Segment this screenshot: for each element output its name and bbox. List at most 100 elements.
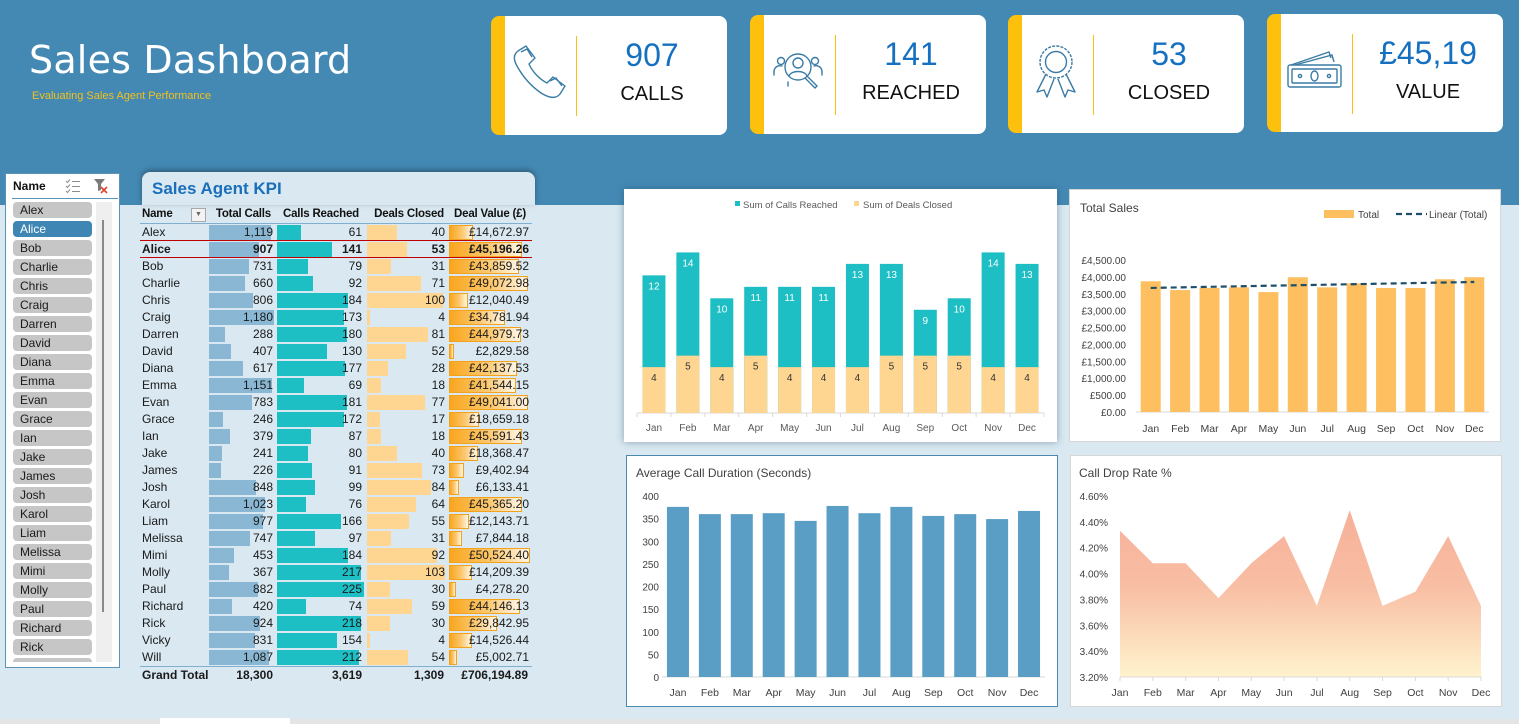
slicer-item[interactable]: Craig [13,297,92,313]
slicer-item[interactable]: Alex [13,202,92,218]
total-calls-cell: 660 [209,275,274,292]
slicer-item[interactable]: Chris [13,278,92,294]
slicer-scroll-thumb[interactable] [102,220,104,612]
total-calls-data-bar [209,412,223,427]
card-divider [1093,35,1094,115]
table-row[interactable]: Alex 1,119 61 40 £14,672.97 [140,224,532,241]
slicer-item[interactable]: Richard [13,620,92,636]
slicer-item[interactable]: David [13,335,92,351]
sheet-tab-active[interactable] [160,718,290,724]
x-tick-label: Jan [1142,423,1159,435]
column-header-name: Name [142,208,173,220]
table-row[interactable]: Rick 924 218 30 £29,842.95 [140,615,532,632]
data-label: 4 [787,373,793,384]
table-row[interactable]: Evan 783 181 77 £49,041.00 [140,394,532,411]
agent-name-cell: Chris [142,293,171,307]
calls-vs-deals-chart[interactable]: Sum of Calls Reached Sum of Deals Closed 1… [624,189,1057,442]
table-row[interactable]: Chris 806 184 100 £12,040.49 [140,292,532,309]
slicer-item[interactable]: Rick [13,639,92,655]
table-row[interactable]: Will 1,087 212 54 £5,002.71 [140,649,532,666]
agent-name-cell: Melissa [142,531,183,545]
total-calls-cell: 907 [209,241,274,258]
table-row[interactable]: Josh 848 99 84 £6,133.41 [140,479,532,496]
name-filter-dropdown[interactable]: ▼ [191,208,206,222]
multi-select-icon[interactable] [65,178,81,194]
slicer-item[interactable]: Emma [13,373,92,389]
slicer-item[interactable]: Darren [13,316,92,332]
calls-reached-value: 217 [341,565,362,579]
slicer-scrollbar[interactable] [96,202,112,662]
kpi-value-value: £45,19 [1379,35,1477,71]
table-row[interactable]: Paul 882 225 30 £4,278.20 [140,581,532,598]
data-label: 5 [889,362,895,373]
table-row[interactable]: Jake 241 80 40 £18,368.47 [140,445,532,462]
agent-name-cell: Evan [142,395,170,409]
calls-reached-value: 79 [348,259,362,273]
table-row[interactable]: James 226 91 73 £9,402.94 [140,462,532,479]
slicer-item[interactable]: Charlie [13,259,92,275]
slicer-item[interactable]: Liam [13,525,92,541]
call-drop-rate-chart[interactable]: Call Drop Rate % 3.20% 3.40% 3.60% 3.80% 4.00… [1070,455,1502,707]
x-tick-label: Sep [916,423,934,434]
table-row[interactable]: Charlie 660 92 71 £49,072.98 [140,275,532,292]
table-row[interactable]: Mimi 453 184 92 £50,524.40 [140,547,532,564]
total-calls-cell: 882 [209,581,274,598]
deal-value-cell: £41,544.15 [449,377,531,394]
table-row[interactable]: Melissa 747 97 31 £7,844.18 [140,530,532,547]
deals-closed-data-bar [367,582,390,597]
table-row[interactable]: Alice 907 141 53 £45,196.26 [140,240,532,258]
table-row[interactable]: Vicky 831 154 4 £14,526.44 [140,632,532,649]
total-calls-data-bar [209,497,266,512]
slicer-item[interactable]: Molly [13,582,92,598]
table-row[interactable]: Richard 420 74 59 £44,146.13 [140,598,532,615]
table-row[interactable]: Liam 977 166 55 £12,143.71 [140,513,532,530]
slicer-item[interactable]: Paul [13,601,92,617]
table-row[interactable]: Darren 288 180 81 £44,979.73 [140,326,532,343]
table-row[interactable]: Emma 1,151 69 18 £41,544.15 [140,377,532,394]
total-calls-data-bar [209,429,230,444]
total-calls-cell: 617 [209,360,274,377]
slicer-item[interactable]: Alice [13,221,92,237]
deal-value-data-bar [449,412,479,427]
agent-name-cell: Darren [142,327,179,341]
deals-closed-data-bar [367,395,426,410]
table-row[interactable]: Diana 617 177 28 £42,137.53 [140,360,532,377]
chevron-down-icon: ▼ [195,211,202,218]
deals-closed-cell: 84 [367,479,446,496]
slicer-item[interactable]: Mimi [13,563,92,579]
slicer-item[interactable]: Melissa [13,544,92,560]
table-row[interactable]: Craig 1,180 173 4 £34,781.94 [140,309,532,326]
table-body: Alex 1,119 61 40 £14,672.97 Alice 907 141 53 £45,… [140,224,532,666]
table-row[interactable]: David 407 130 52 £2,829.58 [140,343,532,360]
kpi-value-closed: 53 [1151,36,1187,72]
x-tick-label: Feb [679,423,697,434]
avg-call-duration-chart[interactable]: Average Call Duration (Seconds) 0 50 100 150… [626,455,1058,707]
clear-filter-icon[interactable] [93,178,109,194]
slicer-item-partial[interactable] [13,658,92,662]
total-calls-value: 453 [252,548,273,562]
table-row[interactable]: Bob 731 79 31 £43,859.52 [140,258,532,275]
total-calls-data-bar [209,276,246,291]
slicer-item[interactable]: Jake [13,449,92,465]
table-row[interactable]: Molly 367 217 103 £14,209.39 [140,564,532,581]
slicer-item[interactable]: Bob [13,240,92,256]
slicer-item[interactable]: Diana [13,354,92,370]
slicer-item[interactable]: Ian [13,430,92,446]
slicer-item[interactable]: Evan [13,392,92,408]
table-row[interactable]: Karol 1,023 76 64 £45,365.20 [140,496,532,513]
slicer-item[interactable]: Grace [13,411,92,427]
column-header-deal-value: Deal Value (£) [454,208,526,220]
table-row[interactable]: Ian 379 87 18 £45,591.43 [140,428,532,445]
table-row[interactable]: Grace 246 172 17 £18,659.18 [140,411,532,428]
bar [1405,288,1426,412]
bar [826,505,849,677]
deals-closed-data-bar [367,599,412,614]
total-sales-chart[interactable]: Total Sales £0.00 £500.00 £1,000.00 £1,500.0… [1069,189,1501,442]
slicer-item[interactable]: James [13,468,92,484]
avg-call-duration-chart-svg: Average Call Duration (Seconds) 0 50 100 150… [636,466,1045,699]
slicer-item[interactable]: Karol [13,506,92,522]
kpi-card-value: £45,19 VALUE [1267,14,1503,132]
slicer-item[interactable]: Josh [13,487,92,503]
grand-total-value-cell: £706,194.89 [449,667,531,684]
